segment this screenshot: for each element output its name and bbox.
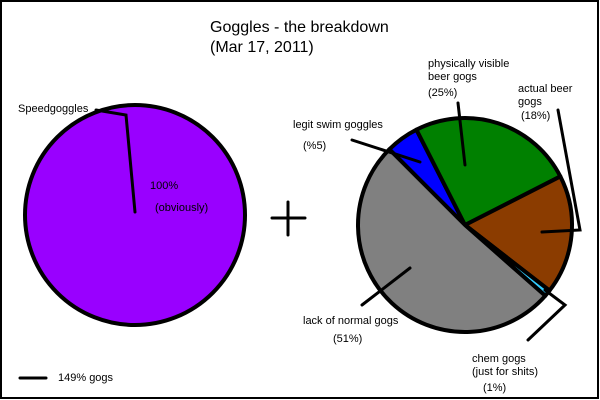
slice-label: Speedgoggles [18,103,89,115]
value-label: (18%) [521,110,551,122]
value-label: (%5) [303,140,327,152]
slice-label: lack of normal gogs [303,315,399,327]
title: Goggles - the breakdown [210,19,389,36]
slice-label: actual beer gogs [518,83,573,108]
value-label: (1%) [483,382,507,394]
pie-slice [23,103,247,327]
pie-slice [414,116,563,227]
leader-line [526,288,568,342]
leader-line [94,108,137,214]
slice-label: chem gogs (just for shits) [472,353,539,378]
annotation: (obviously) [155,202,209,214]
pie-slice [356,147,548,334]
value-label: (51%) [333,333,363,345]
legend-label: 149% gogs [58,372,114,384]
value-label: (25%) [428,87,458,99]
leader-lines [18,101,582,380]
leader-line [360,266,412,307]
slice-label: legit swim goggles [293,119,383,131]
leader-line [350,138,422,164]
leader-line [540,108,582,234]
subtitle: (Mar 17, 2011) [210,39,314,56]
slice-label: physically visible beer gogs [428,58,510,83]
pie-slice [463,174,574,293]
leader-line [456,101,467,167]
value-label: 100% [150,180,179,192]
